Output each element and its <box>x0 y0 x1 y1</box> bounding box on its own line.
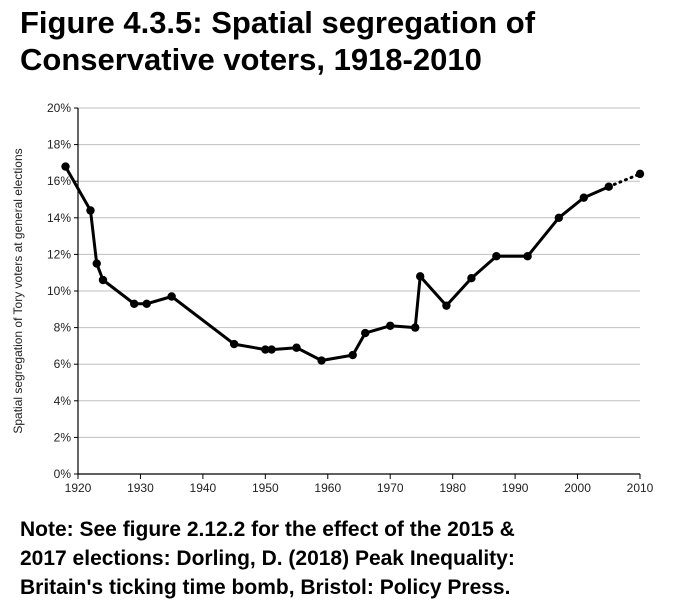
x-tick-label: 1980 <box>439 481 466 495</box>
y-axis-label: Spatial segregation of Tory voters at ge… <box>11 148 25 433</box>
y-tick-label: 18% <box>47 138 71 152</box>
x-tick-label: 1950 <box>252 481 279 495</box>
data-point <box>98 275 108 285</box>
y-tick-label: 6% <box>54 357 72 371</box>
data-point <box>554 213 564 222</box>
data-point <box>92 259 101 268</box>
data-point <box>229 339 239 349</box>
chart-title-line-2: Conservative voters, 1918-2010 <box>20 42 482 77</box>
y-tick-label: 10% <box>47 284 71 298</box>
data-point <box>604 182 613 191</box>
x-tick-label: 1920 <box>65 481 92 495</box>
y-tick-label: 12% <box>47 247 71 261</box>
data-point <box>292 343 301 352</box>
x-tick-label: 1970 <box>377 481 404 495</box>
data-point <box>635 169 645 179</box>
data-point <box>386 321 395 330</box>
data-point <box>61 162 70 171</box>
series-line <box>64 165 610 362</box>
data-point <box>86 206 95 215</box>
data-point <box>523 252 532 261</box>
data-point <box>267 345 276 354</box>
line-chart: 0% 2% 4% 6% 8% 10% 12% 14% 16% 18% 20% 1920 1930 194… <box>11 101 654 495</box>
data-point <box>348 350 357 360</box>
x-axis-ticks: 1920 1930 1940 1950 1960 1970 1980 1990 2000 2010 <box>65 474 654 495</box>
y-tick-label: 4% <box>54 394 72 408</box>
x-tick-label: 1930 <box>127 481 154 495</box>
data-point <box>130 299 139 309</box>
data-point <box>317 356 326 365</box>
chart-title-line-1: Figure 4.3.5: Spatial segregation of <box>20 5 536 40</box>
series-line-dotted <box>607 172 642 189</box>
chart-title: Figure 4.3.5: Spatial segregation of Con… <box>20 4 680 78</box>
data-series <box>61 162 645 365</box>
data-point <box>142 299 151 309</box>
gridlines <box>78 107 640 438</box>
y-tick-label: 20% <box>47 101 71 115</box>
data-point <box>415 272 425 281</box>
x-tick-label: 1960 <box>314 481 341 495</box>
data-point <box>167 292 176 301</box>
note-line-2: 2017 elections: Dorling, D. (2018) Peak … <box>20 547 515 570</box>
data-point <box>467 273 476 283</box>
data-point <box>579 193 588 202</box>
y-axis-ticks: 0% 2% 4% 6% 8% 10% 12% 14% 16% 18% 20% <box>47 101 78 481</box>
data-point <box>411 323 420 332</box>
data-point <box>492 252 501 261</box>
data-point <box>361 328 370 338</box>
note-line-1: Note: See figure 2.12.2 for the effect o… <box>20 518 515 541</box>
source-note: Note: See figure 2.12.2 for the effect o… <box>20 515 680 602</box>
data-point <box>442 301 451 310</box>
x-tick-label: 1990 <box>502 481 529 495</box>
note-line-3: Britain's ticking time bomb, Bristol: Po… <box>20 576 511 599</box>
x-tick-label: 2000 <box>564 481 591 495</box>
x-tick-label: 2010 <box>627 481 654 495</box>
y-tick-label: 16% <box>47 174 71 188</box>
y-tick-label: 14% <box>47 211 71 225</box>
y-tick-label: 8% <box>54 321 72 335</box>
y-tick-label: 2% <box>54 430 72 444</box>
data-point <box>261 345 270 354</box>
x-tick-label: 1940 <box>190 481 217 495</box>
y-tick-label: 0% <box>54 467 72 481</box>
